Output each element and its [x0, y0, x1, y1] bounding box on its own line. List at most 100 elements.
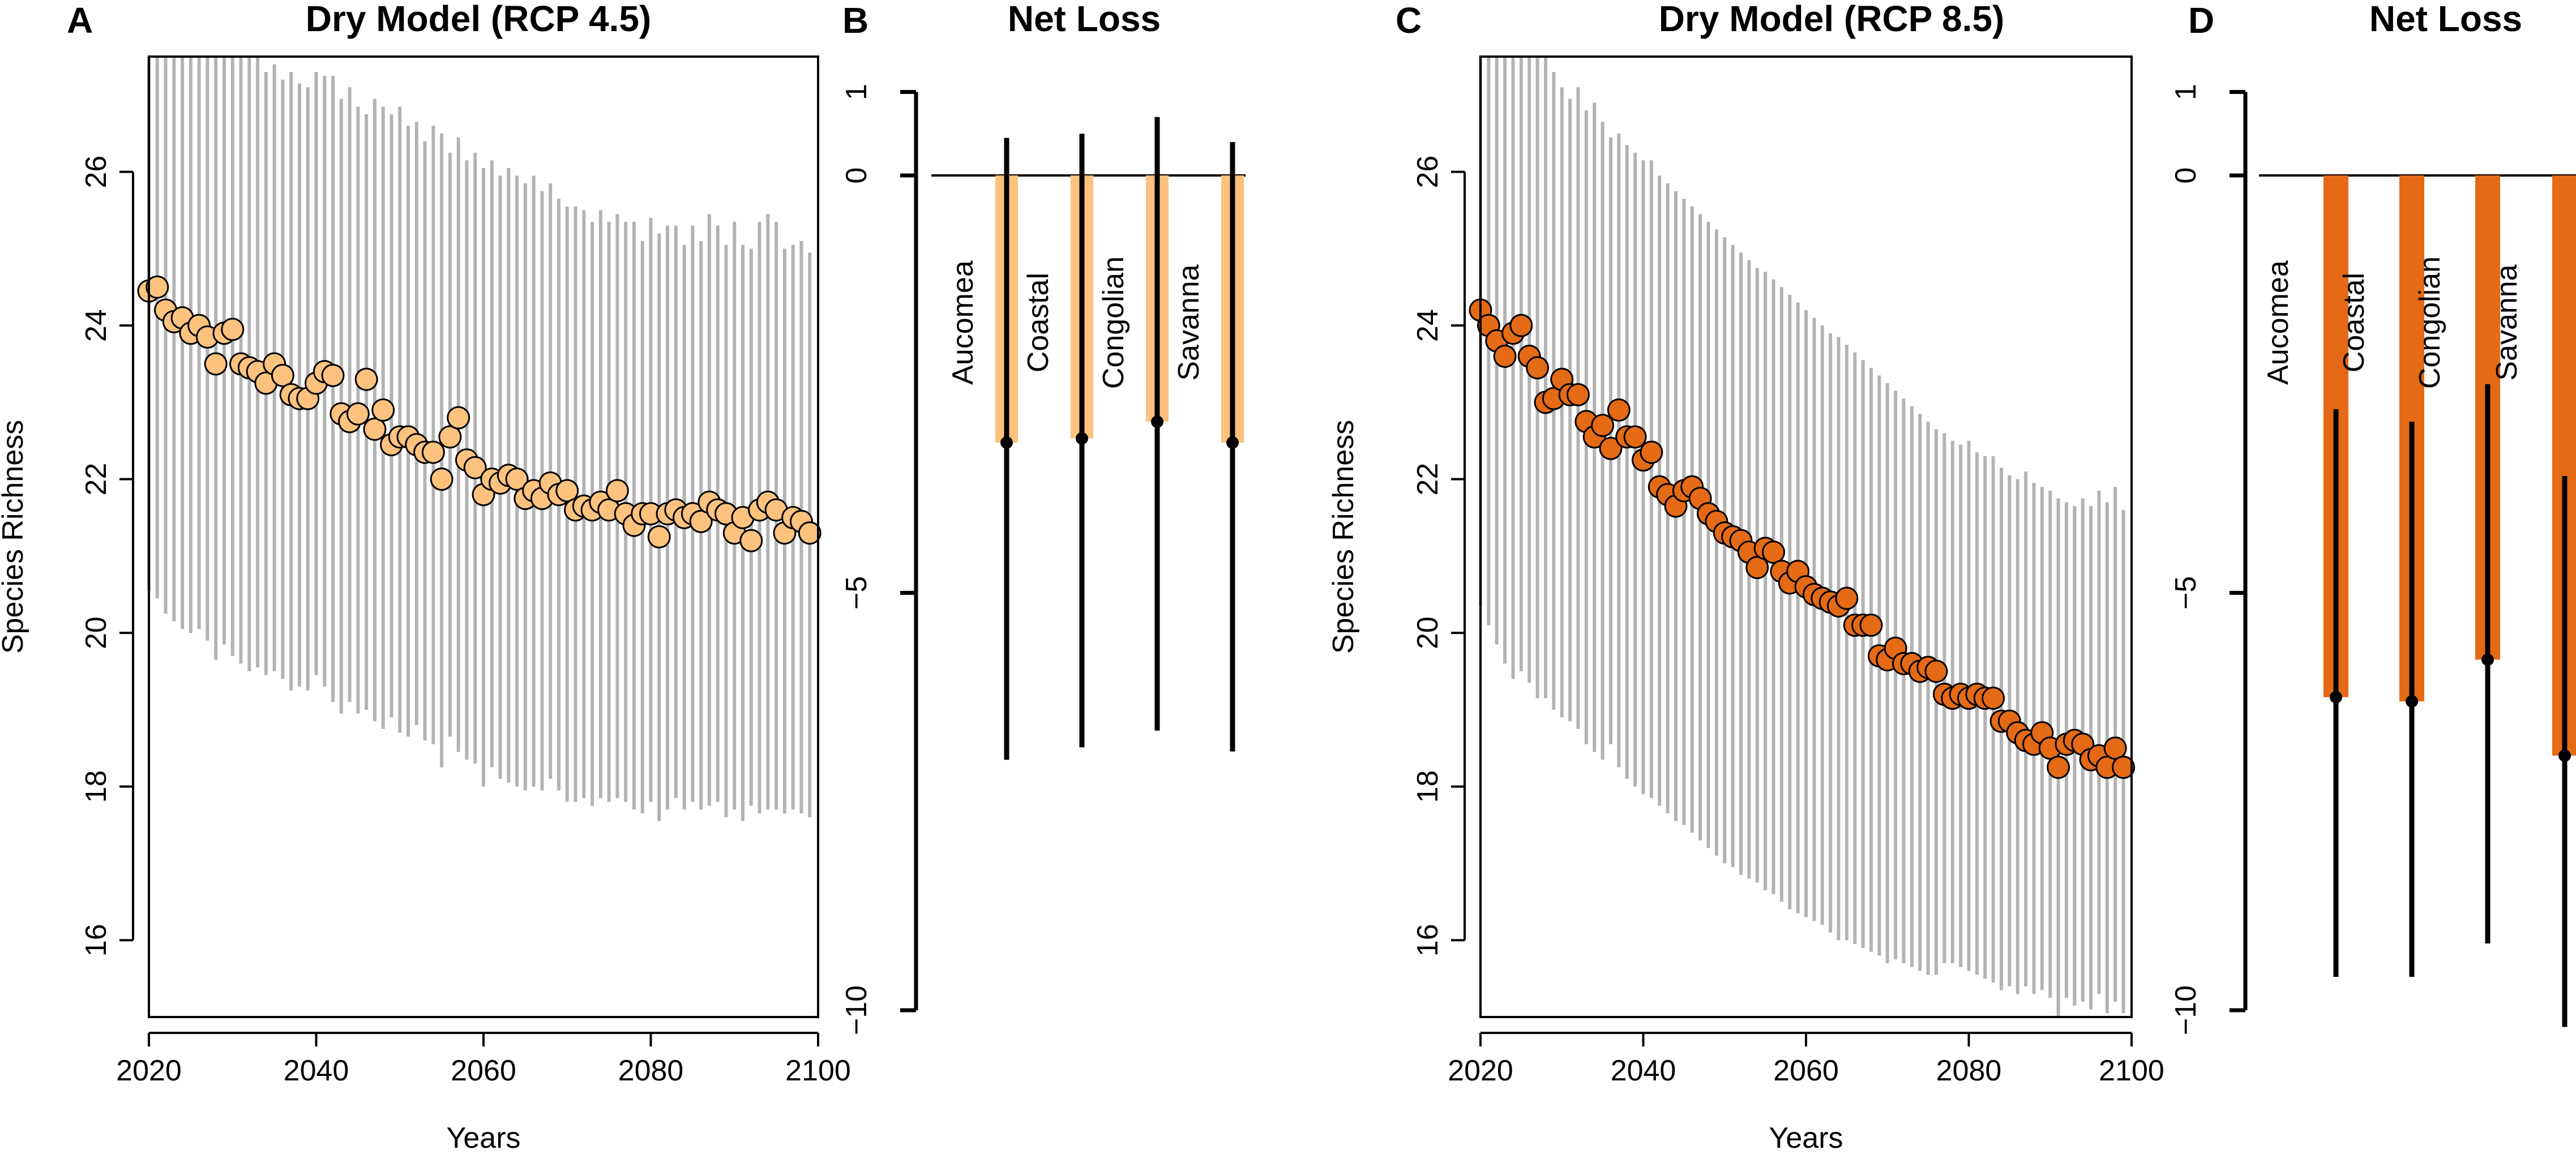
y-tick-label: 24	[1411, 309, 1444, 342]
y-tick-label: 1	[840, 84, 873, 100]
y-tick-label: 16	[1411, 924, 1444, 956]
y-tick-label: 0	[2170, 168, 2202, 184]
region-label: Coastal	[1022, 273, 1055, 372]
y-axis-title: Species Richness	[0, 420, 29, 654]
data-point	[689, 509, 713, 533]
panel-a-title: Dry Model (RCP 4.5)	[306, 0, 652, 39]
panel-b-letter: B	[842, 0, 868, 41]
y-tick-label: −10	[2170, 985, 2202, 1035]
data-point	[1591, 414, 1615, 437]
y-tick-label: 20	[1411, 616, 1444, 649]
y-tick-label: 26	[80, 156, 113, 188]
region-label: Congolian	[2414, 256, 2446, 389]
x-tick-label: 2020	[1448, 1054, 1513, 1087]
data-point	[739, 529, 763, 552]
panel-a-plot: 2020 2040 2060 2080 2100 16 18 20 22 24 26 Years Spe…	[0, 55, 851, 1154]
data-point	[371, 398, 395, 422]
data-point	[1599, 436, 1623, 460]
y-tick-label: −5	[840, 576, 873, 610]
data-point	[146, 275, 169, 299]
data-point	[204, 352, 228, 376]
y-tick-label: 22	[1411, 463, 1444, 496]
data-point	[1745, 556, 1769, 580]
plot-frame	[1479, 55, 2133, 1018]
x-tick-label: 2060	[451, 1054, 516, 1087]
y-tick-label: 18	[1411, 770, 1444, 803]
data-point	[1859, 614, 1883, 637]
data-point	[271, 363, 294, 387]
data-point	[555, 479, 579, 503]
x-tick-label: 2100	[785, 1054, 851, 1087]
y-tick-label: 0	[840, 168, 873, 184]
panel-d-letter: D	[2188, 0, 2214, 41]
data-point	[1509, 314, 1533, 337]
data-point	[221, 318, 245, 341]
y-tick-label: 16	[80, 924, 113, 956]
x-axis-title: Years	[446, 1122, 520, 1154]
region-label: Coastal	[2338, 273, 2370, 372]
region-label: Aucomea	[947, 260, 979, 385]
bar-mean-point	[1151, 415, 1163, 428]
x-tick-label: 2040	[1611, 1054, 1676, 1087]
bar-mean-point	[2481, 653, 2494, 666]
y-tick-label: −10	[840, 985, 873, 1035]
x-tick-label: 2020	[116, 1054, 182, 1087]
data-point	[1493, 344, 1517, 368]
data-point	[605, 479, 629, 503]
data-point	[2112, 756, 2136, 779]
data-point	[463, 456, 487, 479]
data-point	[1982, 687, 2005, 710]
panel-b-plot: −10 −5 0 1 Aucomea Coastal Congolian Savanna	[840, 84, 1246, 1035]
y-tick-label: −5	[2170, 576, 2202, 610]
data-point	[1567, 383, 1590, 406]
x-tick-label: 2100	[2099, 1054, 2164, 1087]
data-point	[421, 440, 445, 464]
x-tick-label: 2040	[284, 1054, 349, 1087]
data-point	[1762, 540, 1785, 564]
panel-a-letter: A	[67, 0, 93, 41]
bar-mean-point	[1076, 432, 1088, 445]
panel-d-plot: −10 −5 0 1 Aucomea Coastal Congolian Savanna	[2170, 84, 2576, 1035]
y-axis-title: Species Richness	[1327, 420, 1360, 654]
data-point	[321, 363, 345, 387]
bar-mean-point	[1000, 436, 1013, 449]
x-axis-title: Years	[1769, 1122, 1843, 1154]
y-tick-label: 1	[2170, 84, 2202, 100]
data-point	[1526, 356, 1550, 380]
panel-b-title: Net Loss	[1008, 0, 1161, 39]
bar-mean-point	[2330, 690, 2342, 703]
data-point	[354, 367, 378, 391]
data-point	[430, 467, 453, 491]
bar-mean-point	[1226, 436, 1239, 449]
x-tick-label: 2060	[1773, 1054, 1839, 1087]
data-point	[798, 521, 821, 545]
panel-b: B Net Loss −10 −5 0 1 Aucomea Coastal Congolia…	[840, 0, 1246, 1035]
data-point	[2103, 736, 2127, 760]
region-label: Savanna	[2491, 264, 2523, 380]
data-point	[438, 425, 462, 449]
bar-mean-point	[2558, 749, 2571, 762]
y-tick-label: 18	[80, 770, 113, 803]
plot-frame	[148, 55, 819, 1018]
panel-c: C Dry Model (RCP 8.5) 2020 2040 2060 2080 21…	[1327, 0, 2164, 1154]
x-tick-label: 2080	[618, 1054, 684, 1087]
panel-d: D Net Loss −10 −5 0 1 Aucomea Coastal Congolia…	[2170, 0, 2576, 1035]
data-point	[363, 417, 387, 441]
data-point	[1607, 398, 1631, 422]
panel-a: A Dry Model (RCP 4.5) 2020 2040 2060 2080 21…	[0, 0, 851, 1154]
data-point	[447, 406, 470, 430]
data-point	[1835, 586, 1859, 610]
y-tick-label: 22	[80, 463, 113, 496]
data-point	[1640, 440, 1663, 464]
data-point	[647, 525, 671, 548]
y-tick-label: 20	[80, 616, 113, 649]
panel-c-title: Dry Model (RCP 8.5)	[1659, 0, 2005, 39]
panel-c-letter: C	[1396, 0, 1422, 41]
region-label: Congolian	[1097, 256, 1130, 389]
data-point	[1623, 425, 1647, 449]
x-tick-label: 2080	[1936, 1054, 2002, 1087]
region-label: Aucomea	[2262, 260, 2295, 385]
data-point	[505, 467, 529, 491]
region-label: Savanna	[1173, 264, 1205, 380]
